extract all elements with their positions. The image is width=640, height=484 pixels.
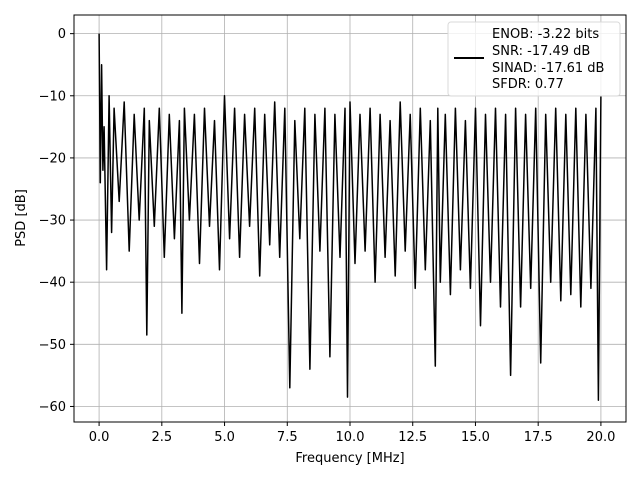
legend-sfdr: SFDR: 0.77 (492, 77, 564, 92)
series-layer (98, 33, 602, 402)
y-tick-label: −60 (39, 400, 66, 415)
x-tick-label: 17.5 (524, 430, 553, 445)
y-tick-label: −50 (39, 338, 66, 353)
x-axis-label: Frequency [MHz] (295, 451, 404, 466)
x-tick-label: 10.0 (336, 430, 365, 445)
y-axis-label: PSD [dB] (14, 189, 29, 247)
x-tick-label: 15.0 (461, 430, 490, 445)
x-tick-label: 20.0 (586, 430, 615, 445)
x-tick-label: 0.0 (89, 430, 110, 445)
x-tick-label: 5.0 (214, 430, 235, 445)
legend: ENOB: -3.22 bits SNR: -17.49 dB SINAD: -… (447, 21, 621, 97)
legend-sinad: SINAD: -17.61 dB (492, 61, 604, 76)
psd-series-line (98, 33, 602, 402)
y-tick-label: −40 (39, 276, 66, 291)
x-tick-label: 7.5 (277, 430, 298, 445)
legend-box (447, 21, 621, 97)
y-tick-label: −30 (39, 214, 66, 229)
legend-enob: ENOB: -3.22 bits (492, 27, 599, 42)
y-ticks: 0 −10 −20 −30 −40 −50 −60 (39, 27, 74, 415)
y-tick-label: 0 (58, 27, 66, 42)
y-tick-label: −20 (39, 151, 66, 166)
legend-snr: SNR: -17.49 dB (492, 44, 590, 59)
x-tick-label: 12.5 (398, 430, 427, 445)
y-tick-label: −10 (39, 89, 66, 104)
x-ticks: 0.0 2.5 5.0 7.5 10.0 12.5 15.0 17.5 20.0 (89, 422, 615, 445)
x-tick-label: 2.5 (151, 430, 172, 445)
